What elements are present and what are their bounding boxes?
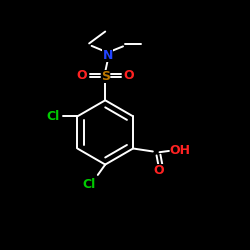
Text: Cl: Cl <box>47 110 60 123</box>
Text: O: O <box>124 69 134 82</box>
Text: S: S <box>101 70 110 83</box>
Text: O: O <box>76 69 87 82</box>
Text: N: N <box>102 49 113 62</box>
Text: OH: OH <box>170 144 191 158</box>
Text: Cl: Cl <box>82 178 95 191</box>
Text: O: O <box>153 164 164 177</box>
